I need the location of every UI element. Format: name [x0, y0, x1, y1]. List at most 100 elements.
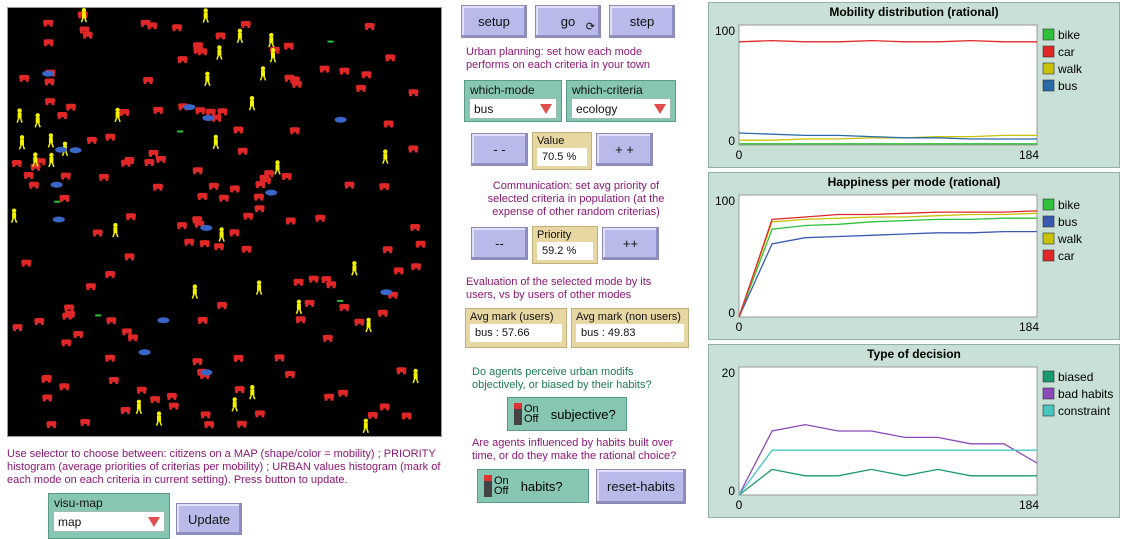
- car-agent: [236, 420, 247, 428]
- car-agent: [192, 167, 203, 175]
- car-agent: [361, 71, 372, 79]
- subjective-switch[interactable]: On Off subjective?: [507, 397, 627, 431]
- car-agent: [281, 173, 292, 181]
- subjective-switch-state: On Off: [524, 404, 539, 425]
- x-tick-label: 0: [736, 498, 743, 512]
- habits-switch[interactable]: On Off habits?: [477, 469, 589, 503]
- car-agent: [148, 149, 159, 157]
- walk-agent: [382, 149, 389, 164]
- car-agent: [367, 411, 378, 419]
- car-agent: [127, 334, 138, 342]
- y-tick-label: 0: [728, 484, 735, 498]
- which-criteria-select[interactable]: ecology: [571, 98, 671, 119]
- car-agent: [319, 65, 330, 73]
- switch-on-label: On: [494, 475, 509, 487]
- bike-agent: [337, 299, 344, 302]
- which-criteria-chooser[interactable]: which-criteria ecology: [566, 80, 676, 122]
- legend-swatch: [1042, 249, 1055, 262]
- reset-habits-button[interactable]: reset-habits: [596, 469, 686, 504]
- car-agent: [61, 339, 72, 347]
- car-agent: [73, 331, 84, 339]
- car-agent: [43, 39, 54, 47]
- walk-agent: [216, 45, 223, 60]
- chart-mobility-distribution: 100 00 184 bike car walk bus: [715, 24, 1083, 162]
- car-agent: [44, 78, 55, 86]
- avg-mark-users-monitor: Avg mark (users) bus : 57.66: [465, 308, 567, 348]
- step-button[interactable]: step: [609, 5, 675, 38]
- dropdown-triangle-icon: [654, 103, 666, 114]
- car-agent: [295, 316, 306, 324]
- walk-agent: [351, 261, 358, 276]
- car-agent: [208, 182, 219, 190]
- y-tick-label: 0: [728, 306, 735, 320]
- series-line-biased: [738, 468, 1037, 496]
- which-mode-chooser[interactable]: which-mode bus: [464, 80, 562, 122]
- walk-agent: [212, 134, 220, 150]
- update-button[interactable]: Update: [176, 503, 242, 535]
- which-mode-select[interactable]: bus: [469, 98, 557, 119]
- series-line-bike: [738, 217, 1037, 318]
- forever-loop-icon: ⟳: [585, 21, 595, 33]
- value-decrease-button[interactable]: - -: [471, 133, 528, 166]
- communication-note: Communication: set avg priority of selec…: [487, 180, 665, 218]
- which-mode-value: bus: [474, 101, 494, 116]
- walk-agent: [80, 8, 88, 23]
- which-mode-label: which-mode: [470, 83, 535, 97]
- objective-note: Do agents perceive urban modifs objectiv…: [472, 366, 652, 391]
- walk-agent: [202, 8, 209, 23]
- walk-agent: [218, 227, 225, 242]
- priority-decrease-button[interactable]: --: [471, 227, 528, 260]
- walk-agent: [268, 32, 275, 48]
- car-agent: [382, 246, 393, 254]
- car-agent: [192, 358, 203, 366]
- car-agent: [12, 324, 23, 332]
- car-agent: [60, 172, 71, 180]
- car-agent: [98, 173, 109, 181]
- car-agent: [192, 216, 203, 224]
- plot-mobility-distribution: Mobility distribution (rational) 100 0 0 18…: [708, 2, 1120, 168]
- car-agent: [21, 259, 32, 267]
- series-line-bus: [738, 132, 1037, 140]
- walk-agent: [204, 71, 211, 87]
- setup-button[interactable]: setup: [461, 5, 527, 38]
- chart-type-of-decision: 20 00 184 biased bad habits constraint: [722, 366, 1114, 512]
- legend-swatch: [1042, 370, 1055, 383]
- priority-increase-button[interactable]: ++: [602, 227, 659, 260]
- car-agent: [197, 316, 208, 324]
- legend-swatch: [1042, 215, 1055, 228]
- walk-agent: [16, 108, 23, 123]
- walk-agent: [135, 399, 143, 415]
- car-agent: [108, 377, 119, 385]
- visu-map-chooser[interactable]: visu-map map: [48, 493, 170, 539]
- priority-readout: 59.2 %: [537, 242, 593, 260]
- plot-title: Type of decision: [867, 347, 961, 361]
- car-agent: [229, 229, 240, 237]
- bus-agent: [50, 181, 63, 188]
- avg-mark-non-users-label: Avg mark (non users): [576, 311, 681, 323]
- avg-mark-non-users-monitor: Avg mark (non users) bus : 49.83: [571, 308, 689, 348]
- car-agent: [204, 421, 215, 429]
- habits-note: Are agents influenced by habits built ov…: [472, 437, 677, 462]
- visu-map-select[interactable]: map: [53, 511, 165, 532]
- car-agent: [364, 23, 375, 31]
- plot-type-of-decision: Type of decision 20 0 0 184 biased bad habits…: [708, 344, 1120, 518]
- x-tick-label: 184: [1019, 498, 1039, 512]
- car-agent: [291, 80, 302, 88]
- chart-happiness-per-mode: 100 00 184 bike bus walk car: [715, 194, 1083, 334]
- car-agent: [85, 283, 96, 291]
- car-agent: [156, 155, 166, 163]
- car-agent: [233, 354, 244, 362]
- bus-agent: [157, 317, 170, 324]
- car-agent: [168, 402, 179, 410]
- value-readout: 70.5 %: [537, 148, 587, 166]
- car-agent: [215, 32, 226, 40]
- car-agent: [197, 192, 208, 200]
- visu-map-label: visu-map: [54, 496, 103, 510]
- value-increase-button[interactable]: + +: [596, 133, 653, 166]
- car-agent: [43, 19, 54, 27]
- go-button[interactable]: go ⟳: [535, 5, 601, 38]
- car-agent: [59, 194, 70, 202]
- car-agent: [136, 386, 147, 394]
- priority-label: Priority: [537, 229, 572, 241]
- car-agent: [243, 212, 254, 220]
